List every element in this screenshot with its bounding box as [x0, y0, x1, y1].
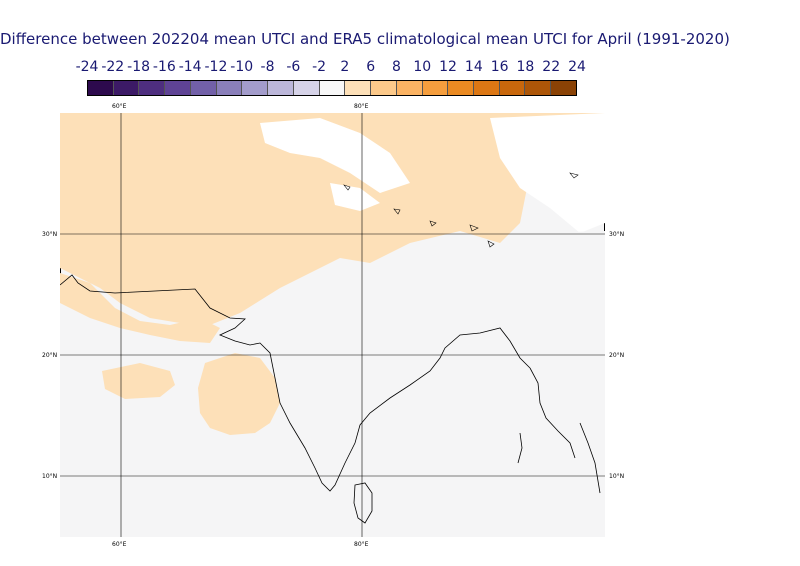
- lake-2: [393, 208, 401, 215]
- lake-1: [343, 184, 351, 191]
- white-patch-himalaya: [330, 183, 380, 211]
- warm-anomaly-shading-south: [60, 273, 280, 435]
- coastline-myanmar: [529, 367, 576, 459]
- colorbar-cell: [396, 81, 423, 95]
- colorbar-cell: [242, 81, 269, 95]
- lake-6: [569, 172, 579, 179]
- colorbar-cell: [190, 81, 217, 95]
- lon-label-top-80: 80°E: [354, 103, 369, 110]
- colorbar-label: 8: [392, 59, 401, 75]
- lake-4: [469, 224, 479, 232]
- lon-label-top-60: 60°E: [112, 103, 127, 110]
- map-canvas[interactable]: [60, 113, 605, 537]
- lakes: [343, 172, 579, 248]
- colorbar-label: -22: [101, 59, 125, 75]
- colorbar-label: -16: [152, 59, 176, 75]
- neutral-patches: [260, 113, 605, 233]
- colorbar-label: 24: [568, 59, 586, 75]
- colorbar-label: -6: [286, 59, 301, 75]
- colorbar-label: -2: [312, 59, 327, 75]
- lat-label-left-30: 30°N: [42, 231, 58, 238]
- colorbar-label: -18: [127, 59, 151, 75]
- warm-region-north: [60, 113, 605, 325]
- colorbar-label: 12: [439, 59, 457, 75]
- colorbar-cell: [319, 81, 346, 95]
- colorbar-cell: [499, 81, 526, 95]
- colorbar-cell: [448, 81, 475, 95]
- colorbar-cell: [139, 81, 166, 95]
- warm-region-central-2: [198, 353, 280, 435]
- colorbar-label: -24: [75, 59, 99, 75]
- coastline-nicobar: [579, 422, 601, 494]
- neutral-south: [60, 231, 605, 537]
- coastlines: [60, 274, 601, 524]
- colorbar-label: 10: [413, 59, 432, 75]
- lon-label-bottom-60: 60°E: [112, 541, 127, 548]
- colorbar-cell: [474, 81, 500, 95]
- colorbar-label: -8: [260, 59, 275, 75]
- map-title: Difference between 202204 mean UTCI and …: [0, 30, 730, 48]
- colorbar-label: 14: [464, 59, 483, 75]
- colorbar-label: -12: [204, 59, 228, 75]
- lat-label-right-20: 20°N: [609, 352, 625, 359]
- lake-3: [429, 220, 437, 227]
- colorbar: [87, 80, 577, 96]
- colorbar-cell: [216, 81, 243, 95]
- colorbar-cell: [525, 81, 552, 95]
- lat-label-left-20: 20°N: [42, 352, 58, 359]
- coastline-andaman: [517, 432, 523, 464]
- lat-label-left-10: 10°N: [42, 473, 58, 480]
- colorbar-label: -10: [230, 59, 254, 75]
- colorbar-cell: [165, 81, 191, 95]
- colorbar-cell: [345, 81, 372, 95]
- colorbar-cell: [551, 81, 576, 95]
- lake-5: [487, 240, 495, 248]
- colorbar-label: 18: [516, 59, 535, 75]
- coastline-srilanka: [353, 482, 373, 524]
- white-patch-northeast: [490, 113, 605, 233]
- lat-label-right-10: 10°N: [609, 473, 625, 480]
- colorbar-cell: [268, 81, 294, 95]
- colorbar-cell: [113, 81, 140, 95]
- neutral-south-region: [60, 231, 605, 537]
- colorbar-labels: -24 -22 -18 -16 -14 -12 -10 -8 -6 -2 2 6 8 10 12 14 16 18…: [0, 59, 800, 77]
- colorbar-label: 16: [490, 59, 509, 75]
- lon-label-bottom-80: 80°E: [354, 541, 369, 548]
- warm-region-northwest-land: [60, 273, 220, 343]
- colorbar-label: 6: [366, 59, 376, 75]
- colorbar-label: -14: [178, 59, 202, 75]
- colorbar-label: 22: [542, 59, 561, 75]
- lat-label-right-30: 30°N: [609, 231, 625, 238]
- colorbar-cell: [293, 81, 320, 95]
- colorbar-cell: [371, 81, 397, 95]
- colorbar-cell: [88, 81, 114, 95]
- graticule: [60, 113, 605, 537]
- warm-region-west-2: [102, 363, 175, 399]
- colorbar-label: 2: [340, 59, 350, 75]
- colorbar-cell: [422, 81, 449, 95]
- white-patch-tibet: [260, 118, 410, 193]
- coastline-india: [60, 274, 531, 492]
